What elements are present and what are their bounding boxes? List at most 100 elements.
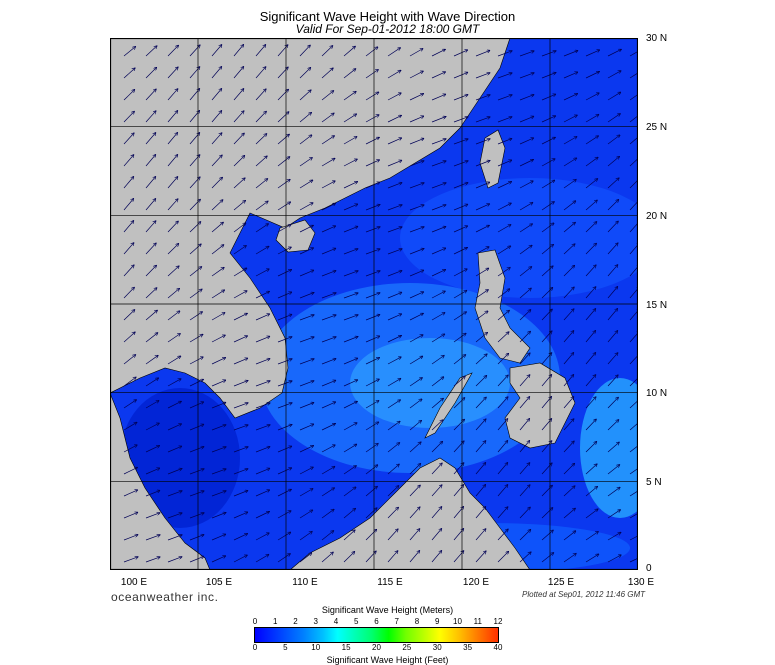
wave-arrow [299,270,314,277]
wave-arrow [211,313,225,321]
wave-arrow [123,445,137,453]
wave-arrow [211,425,226,431]
wave-arrow [233,555,247,563]
wave-arrow [211,67,222,79]
wave-arrow [409,507,420,519]
wave-arrow [607,135,620,145]
wave-arrow [563,51,578,57]
wave-arrow [409,138,424,145]
wave-arrow [475,73,490,79]
wave-arrow [475,204,490,211]
wave-arrow [563,179,576,189]
wave-arrow [255,45,266,57]
wave-arrow [233,469,248,475]
wave-arrow [563,531,576,541]
wave-arrow [365,182,380,189]
wave-arrow [167,133,178,145]
wave-arrow [299,45,310,57]
wave-arrow [607,555,621,563]
wave-arrow [299,403,314,409]
wave-arrow [387,357,401,365]
wave-arrow [277,112,289,123]
land [110,38,576,570]
wave-arrow [211,45,222,57]
wave-arrow [299,446,314,453]
wave-arrow [321,466,335,475]
wave-arrow [409,49,423,57]
wave-arrow [541,288,553,299]
wave-arrow [409,420,422,431]
wave-arrow [629,557,638,563]
wave-arrow [453,333,466,343]
wave-arrow [123,199,134,211]
wave-arrow [189,334,203,343]
wave-arrow [387,249,402,255]
wave-arrow [255,381,270,387]
wave-arrow [211,133,222,145]
wave-arrow [211,267,224,277]
wave-arrow [431,313,445,321]
wave-arrow [233,358,248,365]
wave-arrow [233,268,247,277]
wave-arrow [299,68,311,79]
wave-arrow [629,93,638,101]
wave-arrow [431,72,446,79]
wave-arrow [299,135,312,145]
wave-arrow [585,265,596,277]
wave-arrow [123,355,136,365]
wave-arrow [321,380,336,387]
land-malay [110,392,211,570]
wave-arrow [387,271,402,277]
meter-tick-label: 0 [252,617,258,626]
wave-arrow [431,463,442,475]
wave-arrow [343,91,356,101]
wave-arrow [629,420,638,431]
wave-arrow [123,155,134,167]
wave-arrow [277,157,290,167]
wave-arrow [365,70,378,79]
wave-arrow [123,68,135,79]
feet-tick-label: 0 [252,643,258,652]
wave-arrow [629,243,638,255]
wave-arrow [409,227,424,233]
wave-arrow [453,312,467,321]
meter-tick-label: 5 [354,617,359,626]
wave-arrow [189,513,204,519]
wave-arrow [233,512,248,519]
wave-arrow [629,398,638,409]
wave-arrow [123,490,138,497]
wave-arrow [431,551,442,563]
wave-arrow [145,355,158,365]
wave-arrow [211,177,223,189]
wave-arrow [211,534,226,541]
wave-arrow [607,287,618,299]
wave-arrow [453,419,465,431]
wave-arrow [299,315,314,321]
wave-arrow [519,181,533,189]
wave-arrow [321,158,335,167]
wave-arrow [189,45,200,57]
wave-arrow [431,248,446,255]
wave-arrow [255,490,270,497]
wave-arrow [365,465,378,475]
wave-arrow [541,137,555,145]
wave-arrow [211,469,226,475]
wave-arrow [563,222,575,233]
wave-arrow [145,446,160,453]
wave-arrow [497,507,508,519]
wave-arrow [343,423,357,431]
wave-arrow [343,337,358,343]
wave-arrow [497,289,510,299]
wave-arrow [585,200,597,211]
wave-arrow [497,203,511,211]
wave-arrow [167,155,178,167]
wave-arrow [629,375,638,387]
wave-arrow [431,507,442,519]
wave-arrow [167,379,181,387]
wave-arrow [211,245,224,255]
wave-arrow [299,248,314,255]
wave-arrow [189,312,203,321]
wave-arrow [233,403,248,409]
lon-label-125: 125 E [547,577,575,588]
lat-label-0: 0 [646,563,652,574]
